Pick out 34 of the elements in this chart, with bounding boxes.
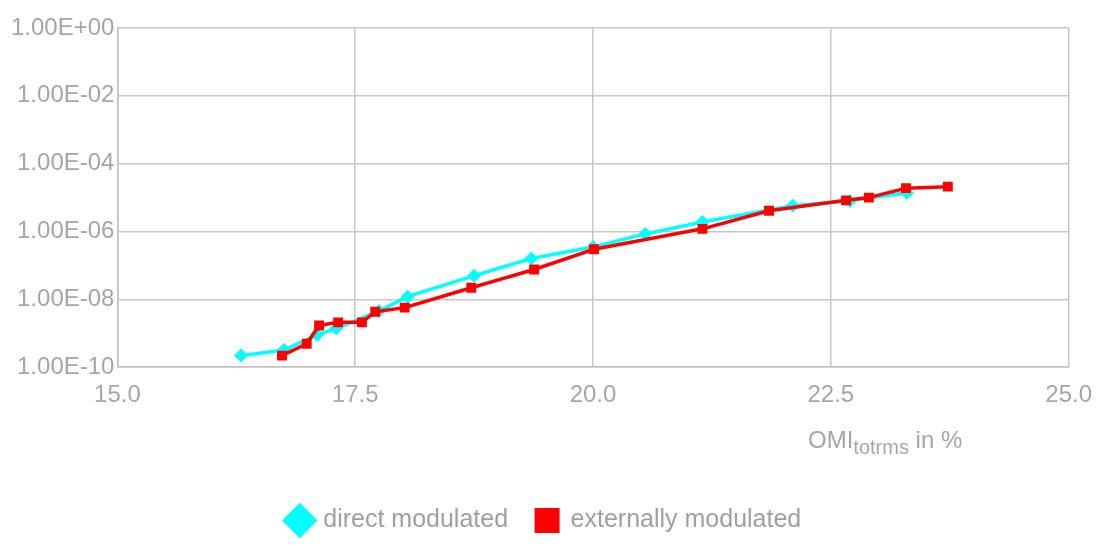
point bbox=[356, 317, 367, 328]
y-tick-label: 1.00E-04 bbox=[17, 148, 115, 176]
y-tick-label: 1.00E-08 bbox=[17, 283, 115, 311]
point bbox=[529, 264, 540, 275]
point bbox=[467, 268, 482, 283]
point bbox=[370, 306, 381, 317]
point bbox=[301, 338, 312, 349]
point bbox=[901, 183, 911, 194]
y-tick-label: 1.00E+00 bbox=[10, 12, 115, 40]
y-tick-label: 1.00E-06 bbox=[17, 216, 115, 244]
y-tick-label: 1.00E-02 bbox=[17, 80, 115, 108]
x-tick-label: 15.0 bbox=[94, 380, 141, 408]
point bbox=[400, 289, 415, 304]
point bbox=[466, 282, 477, 293]
x-tick-label: 17.5 bbox=[331, 380, 379, 408]
point bbox=[399, 302, 410, 313]
point bbox=[697, 223, 708, 234]
point bbox=[277, 350, 287, 361]
legend-label: direct modulated bbox=[323, 504, 509, 533]
point bbox=[234, 348, 249, 363]
x-tick-label: 25.0 bbox=[1045, 380, 1092, 408]
x-tick-label: 22.5 bbox=[807, 380, 855, 408]
point bbox=[942, 181, 953, 192]
y-tick-label: 1.00E-10 bbox=[17, 351, 115, 379]
point bbox=[863, 192, 874, 203]
point bbox=[764, 205, 774, 216]
x-axis-title: OMI$_{totrms}$ in % bbox=[808, 426, 963, 459]
point bbox=[589, 244, 599, 255]
legend-label: externally modulated bbox=[570, 504, 802, 533]
point bbox=[841, 195, 852, 206]
x-tick-label: 20.0 bbox=[569, 380, 617, 408]
point bbox=[333, 317, 344, 328]
point bbox=[524, 251, 539, 266]
point bbox=[314, 320, 325, 331]
